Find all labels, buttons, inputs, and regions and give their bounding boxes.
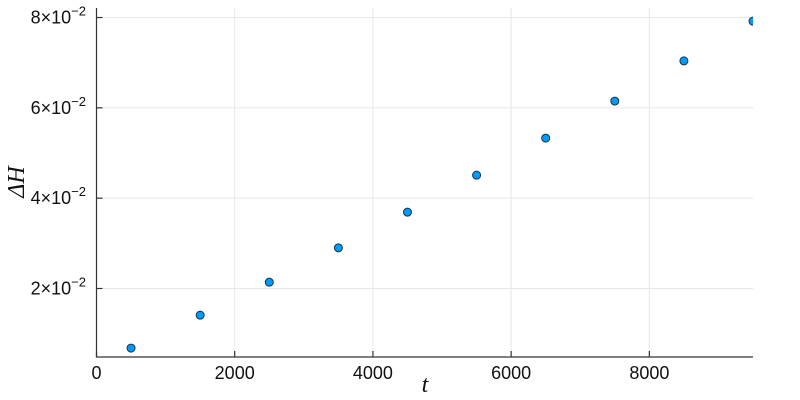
- y-axis-label: ΔH: [4, 166, 30, 198]
- x-tick-label: 8000: [629, 363, 669, 383]
- data-point: [333, 243, 343, 253]
- y-tick-label: 4×10−2: [31, 184, 86, 208]
- x-axis-label: t: [421, 372, 429, 398]
- data-point: [541, 133, 551, 143]
- x-tick-label: 2000: [215, 363, 255, 383]
- data-point: [264, 277, 274, 287]
- x-tick-label: 4000: [353, 363, 393, 383]
- scatter-series: [126, 16, 753, 353]
- y-tick-label: 2×10−2: [31, 274, 86, 298]
- data-point: [748, 16, 753, 26]
- data-point: [472, 170, 482, 180]
- x-tick-label: 0: [91, 363, 101, 383]
- data-point: [126, 343, 136, 353]
- data-point: [679, 56, 689, 66]
- y-tick-label: 6×10−2: [31, 94, 86, 118]
- x-tick-label: 6000: [491, 363, 531, 383]
- data-point: [610, 96, 620, 106]
- data-point: [195, 310, 205, 320]
- data-point: [402, 207, 412, 217]
- y-tick-label: 8×10−2: [31, 4, 86, 28]
